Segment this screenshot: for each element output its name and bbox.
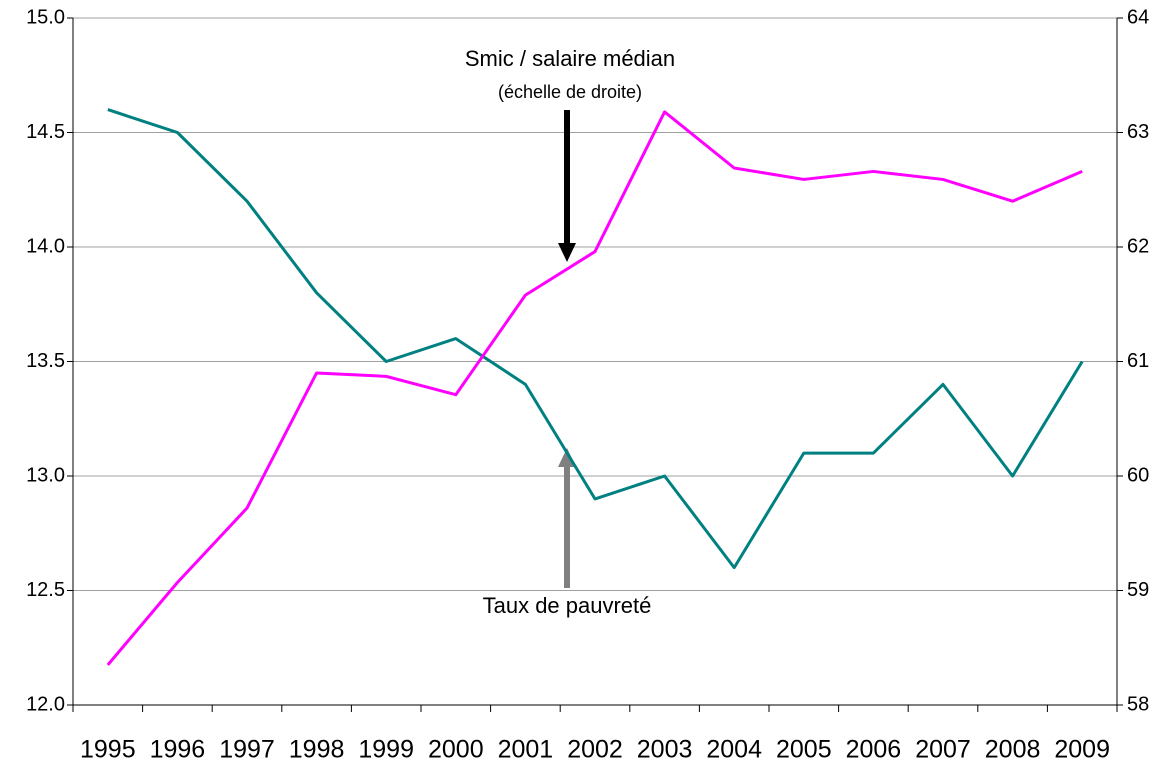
x-tick-label: 2003 xyxy=(637,736,693,764)
x-tick-label: 2005 xyxy=(776,736,832,764)
annotation: Smic / salaire médian xyxy=(465,46,675,71)
y-tick-label: 12.5 xyxy=(26,579,65,601)
x-tick-label: 1996 xyxy=(150,736,206,764)
y-tick-label: 14.5 xyxy=(26,121,65,143)
x-tick-label: 1997 xyxy=(219,736,275,764)
x-tick-label: 2008 xyxy=(985,736,1041,764)
y2-tick-label: 61 xyxy=(1127,350,1149,372)
y2-tick-label: 64 xyxy=(1127,6,1149,28)
arrow-black-head xyxy=(558,243,576,262)
x-tick-label: 2000 xyxy=(428,736,484,764)
x-tick-label: 2004 xyxy=(706,736,762,764)
x-tick-label: 1995 xyxy=(80,736,136,764)
y2-tick-label: 60 xyxy=(1127,464,1149,486)
arrows xyxy=(558,110,576,588)
series-line xyxy=(107,108,1084,570)
y-tick-label: 15.0 xyxy=(26,6,65,28)
annotation: Taux de pauvreté xyxy=(483,593,652,618)
x-tick-label: 2006 xyxy=(846,736,902,764)
y2-tick-label: 59 xyxy=(1127,579,1149,601)
grid xyxy=(73,17,1117,591)
x-tick-label: 2009 xyxy=(1054,736,1110,764)
y-tick-label: 12.0 xyxy=(26,693,65,715)
y-tick-label: 13.5 xyxy=(26,350,65,372)
x-tick-label: 2002 xyxy=(567,736,623,764)
y-tick-label: 14.0 xyxy=(26,235,65,257)
x-tick-label: 2007 xyxy=(915,736,971,764)
x-tick-label: 1998 xyxy=(289,736,345,764)
annotation: (échelle de droite) xyxy=(498,82,642,102)
series-line xyxy=(106,110,1083,666)
y2-tick-label: 62 xyxy=(1127,235,1149,257)
x-tick-label: 2001 xyxy=(498,736,554,764)
y2-tick-label: 58 xyxy=(1127,693,1149,715)
y2-tick-label: 63 xyxy=(1127,121,1149,143)
y-tick-label: 13.0 xyxy=(26,464,65,486)
x-tick-label: 1999 xyxy=(358,736,414,764)
